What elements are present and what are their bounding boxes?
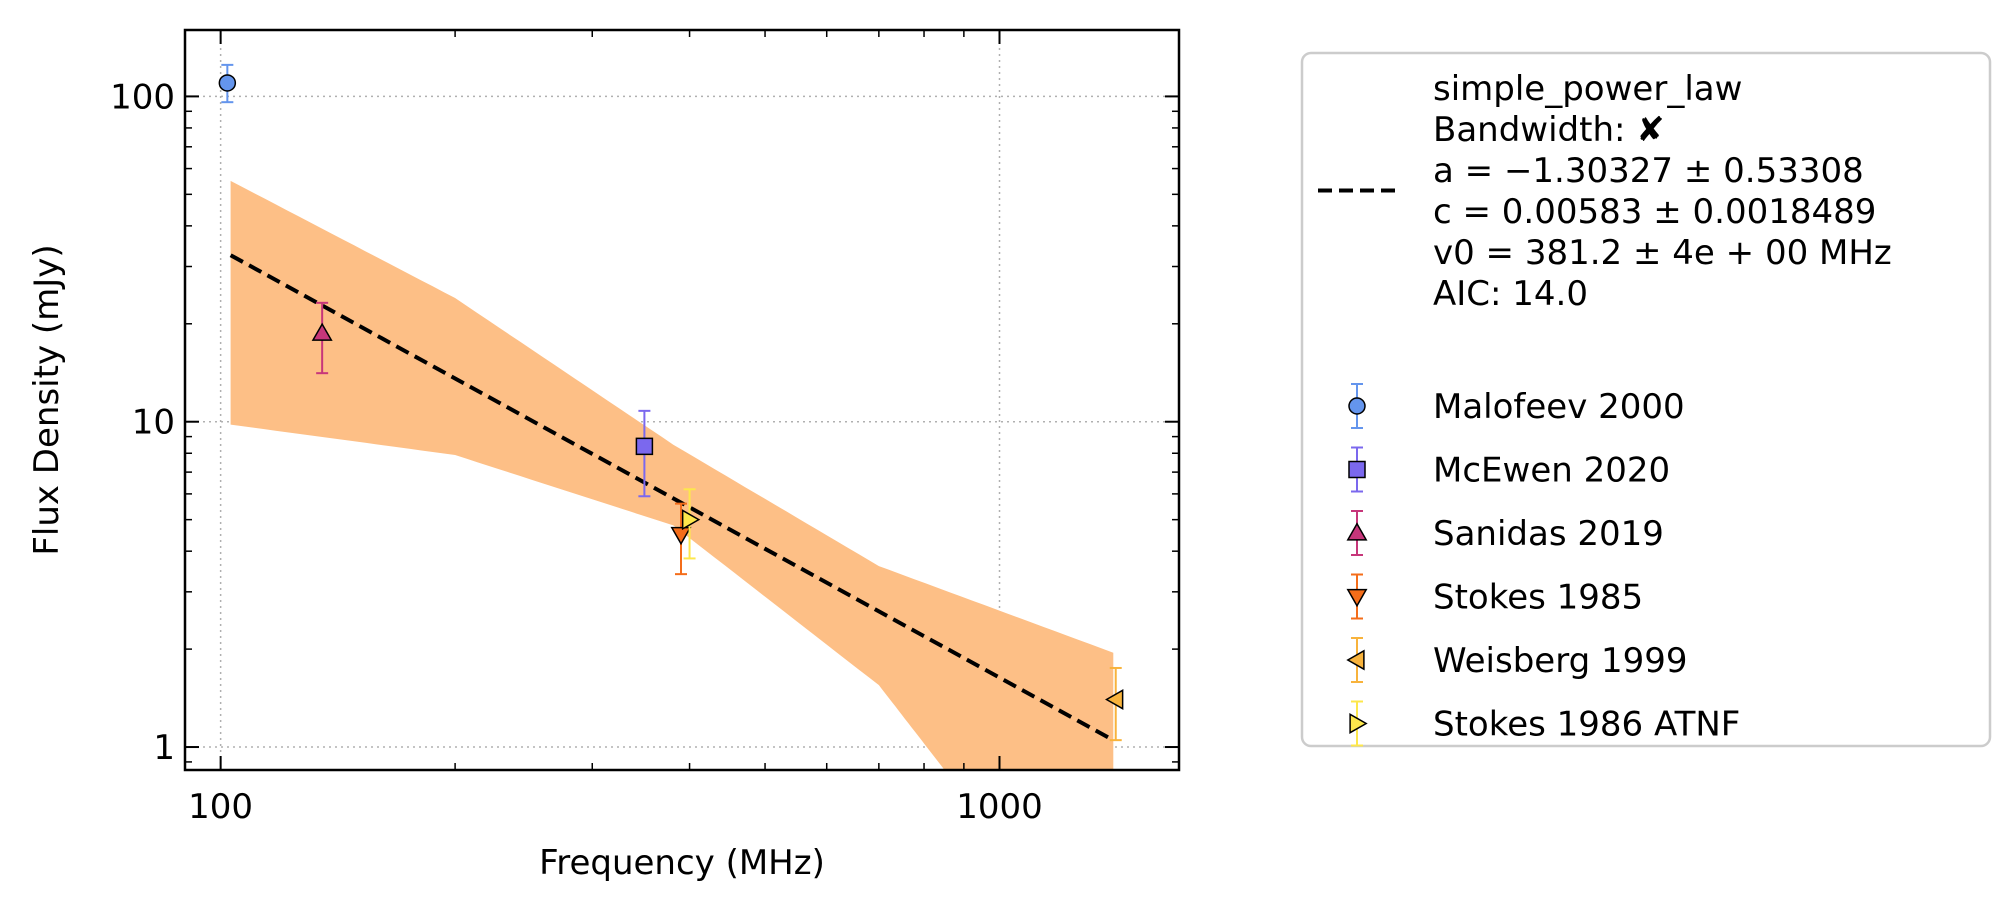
legend-frame xyxy=(1300,51,1992,748)
y-axis-label: Flux Density (mJy) xyxy=(27,244,67,555)
data-point xyxy=(681,509,701,531)
legend-fit-text: Bandwidth: ✘ xyxy=(1433,110,1665,150)
plot-frame xyxy=(183,28,1181,772)
y-tick-label: 10 xyxy=(132,403,175,443)
legend-swatch-marker xyxy=(1349,713,1368,734)
y-tick-label: 100 xyxy=(110,77,175,117)
data-point xyxy=(670,526,692,546)
x-tick-label: 1000 xyxy=(956,787,1043,827)
y-tick-label: 1 xyxy=(153,728,175,768)
data-point xyxy=(218,74,237,92)
legend-fit-text: simple_power_law xyxy=(1433,69,1742,109)
data-point xyxy=(311,322,333,341)
legend-label: Weisberg 1999 xyxy=(1433,641,1688,681)
legend-label: Stokes 1985 xyxy=(1433,578,1643,618)
data-point xyxy=(635,437,654,456)
legend-swatch-marker xyxy=(1348,460,1366,479)
x-axis-label: Frequency (MHz) xyxy=(539,843,825,883)
legend-label: McEwen 2020 xyxy=(1433,451,1670,491)
data-point xyxy=(1105,689,1124,710)
data-points-layer xyxy=(218,63,1124,742)
legend-swatch-marker xyxy=(1346,522,1368,541)
legend-fit-text: AIC: 14.0 xyxy=(1433,274,1588,314)
fit-band-layer xyxy=(230,180,1114,770)
legend-label: Sanidas 2019 xyxy=(1433,514,1664,554)
legend-swatch-marker xyxy=(1348,397,1366,415)
legend-fit-text: a = −1.30327 ± 0.53308 xyxy=(1433,151,1864,191)
x-tick-label: 100 xyxy=(188,787,253,827)
legend-fit-text: v0 = 381.2 ± 4e + 00 MHz xyxy=(1433,233,1892,273)
legend-swatch-marker xyxy=(1346,649,1365,671)
fit-uncertainty-band xyxy=(230,180,1114,770)
legend-swatch-marker xyxy=(1346,588,1368,608)
tick-labels: 100 1000 1 10 100 xyxy=(110,77,1043,827)
legend-label: Malofeev 2000 xyxy=(1433,387,1685,427)
legend-fit-text: c = 0.00583 ± 0.0018489 xyxy=(1433,192,1876,232)
legend-label: Stokes 1986 ATNF xyxy=(1433,705,1740,745)
